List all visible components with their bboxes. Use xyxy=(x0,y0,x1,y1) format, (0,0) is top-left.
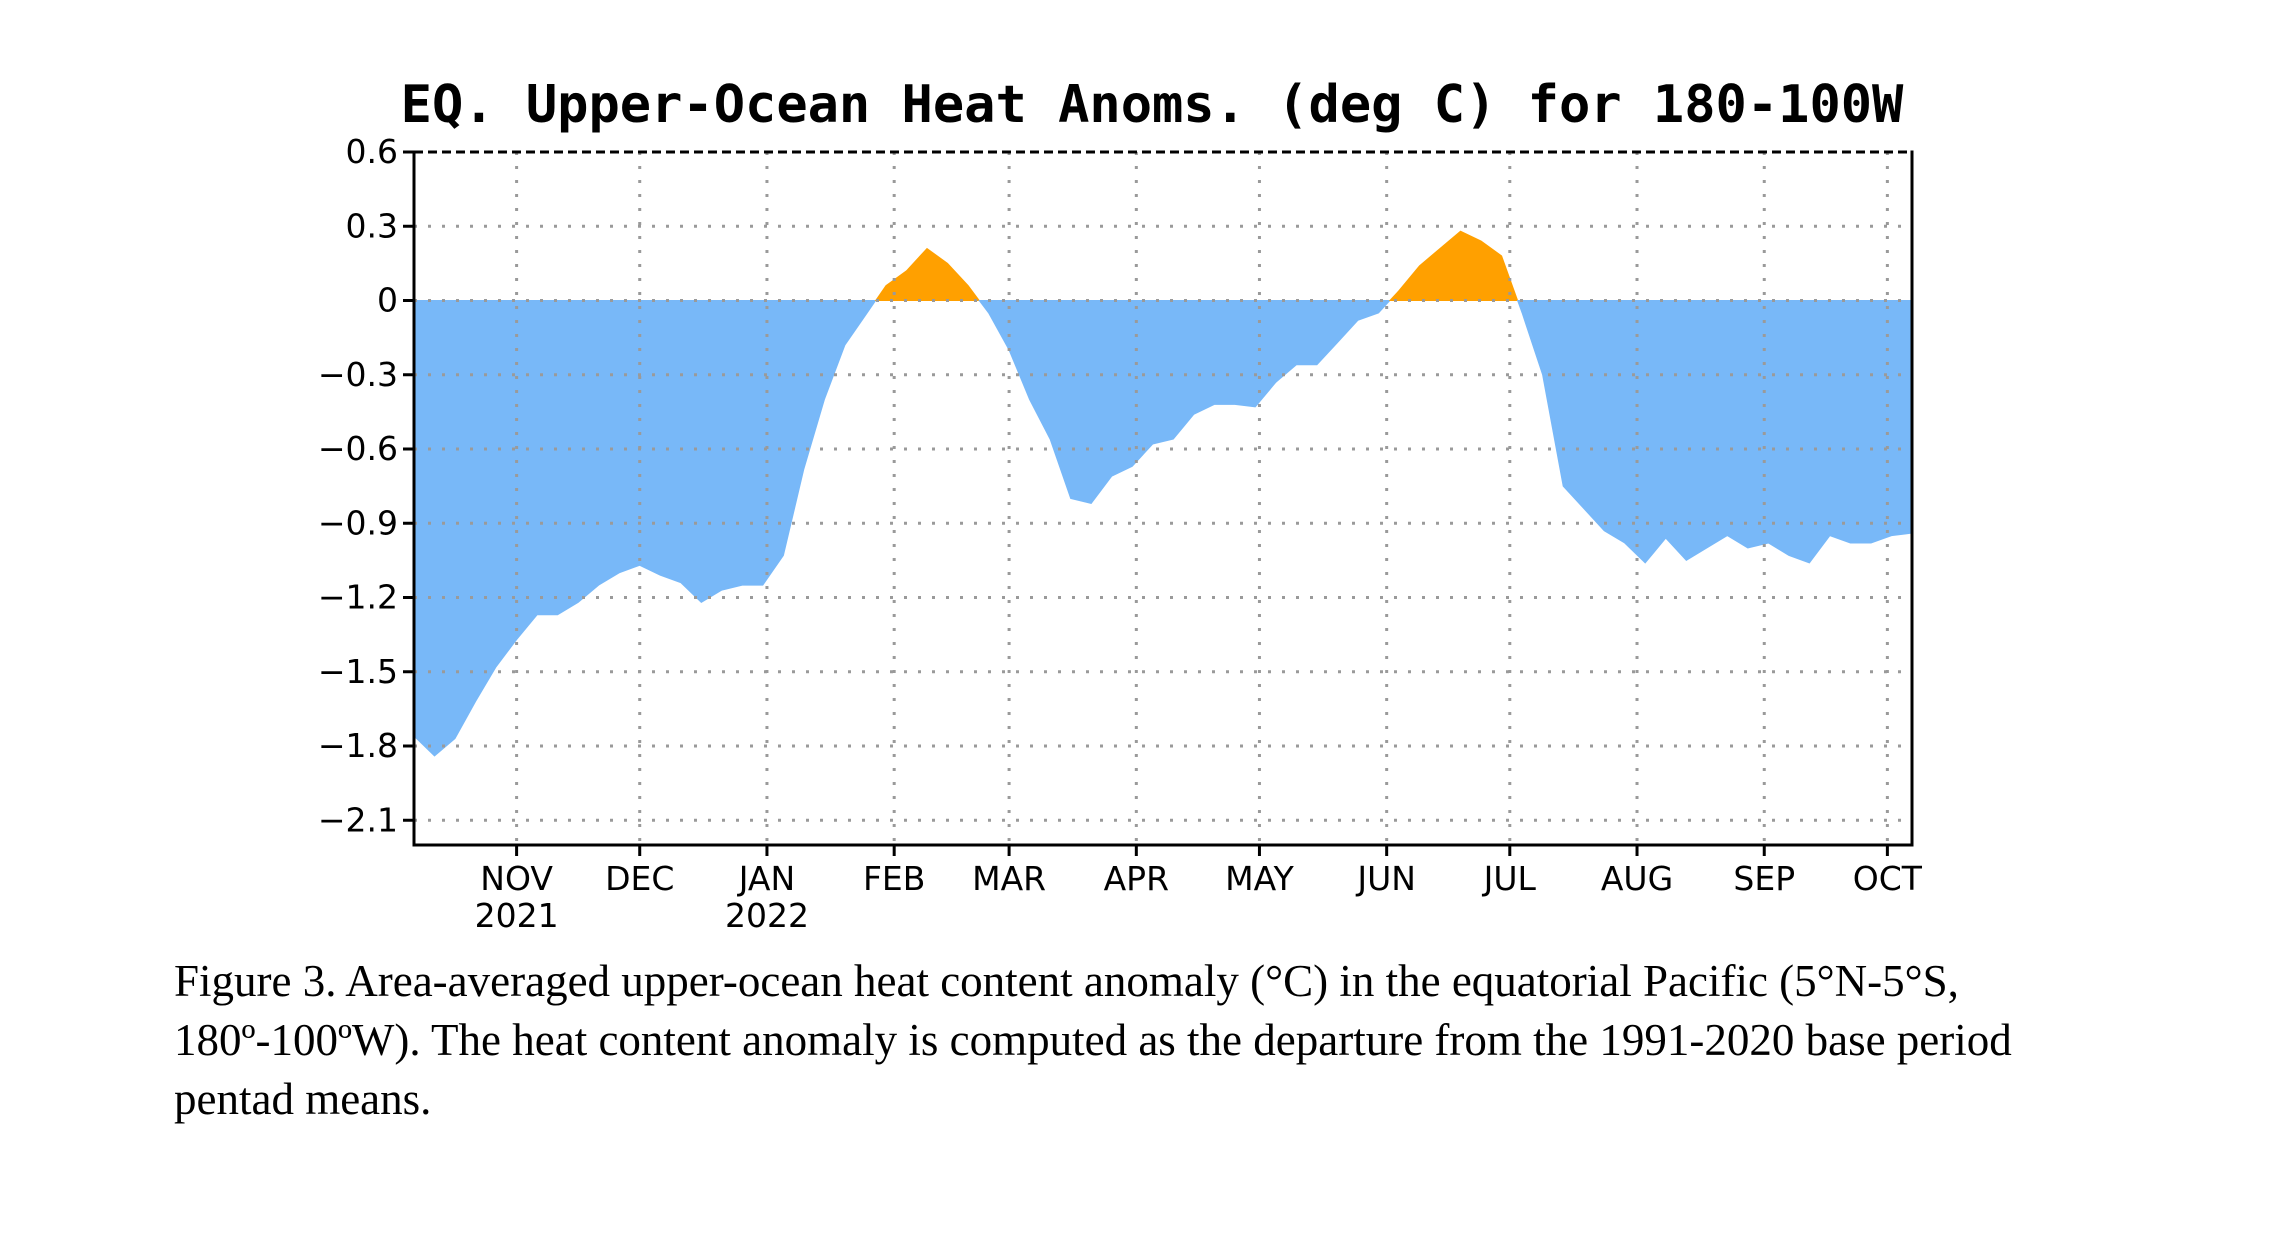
y-tick-label: −0.3 xyxy=(318,355,398,394)
x-tick-label: DEC xyxy=(605,859,674,898)
y-tick-label: −1.8 xyxy=(318,726,398,765)
x-tick-label: NOV xyxy=(480,859,553,898)
negative-anomaly-area-0 xyxy=(413,300,877,757)
negative-anomaly-area-2 xyxy=(978,300,1392,504)
negative-anomaly-area-4 xyxy=(1516,300,1913,564)
y-tick-label: 0.6 xyxy=(346,132,398,171)
x-tick-label: MAR xyxy=(972,859,1046,898)
y-tick-label: 0.3 xyxy=(346,206,398,245)
positive-anomaly-area-3 xyxy=(1388,230,1519,301)
x-tick-label: SEP xyxy=(1733,859,1795,898)
positive-anomaly-area-1 xyxy=(874,247,981,301)
x-tick-label: OCT xyxy=(1853,859,1923,898)
x-tick-label: FEB xyxy=(863,859,925,898)
x-tick-label: JAN xyxy=(737,859,795,898)
grid-layer xyxy=(414,152,1912,845)
chart-title: EQ. Upper-Ocean Heat Anoms. (deg C) for … xyxy=(401,75,1904,135)
area-layer xyxy=(413,230,1913,757)
y-tick-label: −0.9 xyxy=(318,503,398,542)
y-tick-label: −0.6 xyxy=(318,429,398,468)
axis-layer xyxy=(403,150,1914,856)
y-tick-label: −1.5 xyxy=(318,652,398,691)
x-tick-label: JUN xyxy=(1355,859,1416,898)
x-tick-year-label: 2021 xyxy=(475,896,559,935)
x-tick-label: AUG xyxy=(1601,859,1673,898)
y-tick-label: −1.2 xyxy=(318,578,398,617)
figure-caption: Figure 3. Area-averaged upper-ocean heat… xyxy=(174,956,2012,1124)
label-layer: 0.60.30−0.3−0.6−0.9−1.2−1.5−1.8−2.1NOV20… xyxy=(318,132,1923,935)
x-tick-year-label: 2022 xyxy=(725,896,809,935)
y-tick-label: 0 xyxy=(377,281,398,320)
x-tick-label: MAY xyxy=(1225,859,1294,898)
x-tick-label: APR xyxy=(1104,859,1169,898)
x-tick-label: JUL xyxy=(1482,859,1537,898)
y-tick-label: −2.1 xyxy=(318,800,398,839)
